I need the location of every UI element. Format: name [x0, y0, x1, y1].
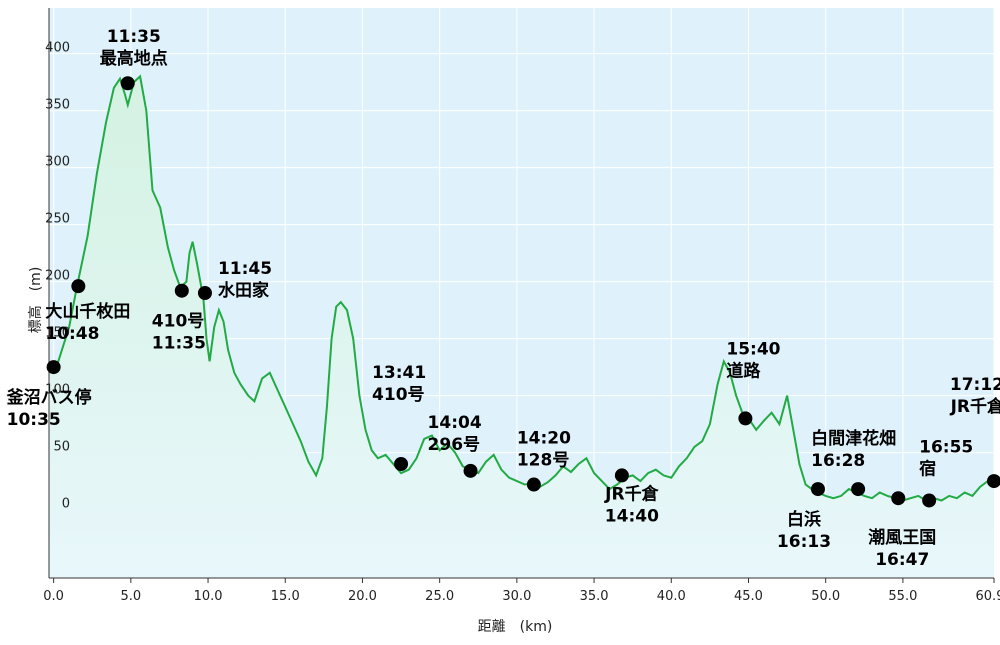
waypoint-label-line: 11:35	[107, 27, 161, 47]
waypoint-label: 11:45 水田家	[218, 259, 272, 301]
waypoint-label: 11:35 最高地点	[100, 27, 168, 69]
x-tick-label: 35.0	[580, 589, 609, 604]
waypoint-label-line: 128号	[517, 451, 570, 471]
waypoint-marker[interactable]	[810, 482, 825, 497]
waypoint-marker[interactable]	[463, 463, 478, 478]
waypoint-label: JR千倉 14:40	[604, 483, 659, 526]
y-tick-label: 300	[45, 155, 70, 170]
waypoint-marker[interactable]	[120, 76, 135, 91]
waypoint-marker[interactable]	[394, 457, 409, 471]
waypoint-label-line: JR千倉	[950, 396, 1000, 417]
waypoint-label-line: 道路	[726, 360, 761, 381]
y-tick-label: 350	[45, 98, 70, 113]
waypoint-label-line: 釜沼バス停	[6, 387, 92, 408]
waypoint-label: 白間津花畑 16:28	[811, 428, 896, 471]
waypoint-label-line: 14:40	[605, 506, 659, 526]
waypoints	[46, 76, 1000, 508]
waypoint-marker[interactable]	[71, 279, 86, 294]
waypoint-marker[interactable]	[987, 474, 1000, 489]
y-tick-label: 0	[62, 497, 70, 512]
waypoint-marker[interactable]	[614, 468, 629, 483]
waypoint-label: 14:04 296号	[428, 413, 482, 455]
waypoint-label-line: 11:45	[218, 259, 272, 279]
waypoint-label: 大山千枚田 10:48	[45, 301, 130, 344]
waypoint-marker[interactable]	[851, 482, 866, 497]
waypoint-label: 410号 11:35	[152, 312, 206, 354]
y-tick-label: 400	[45, 41, 70, 56]
waypoint-label-line: 296号	[428, 435, 481, 455]
elevation-area	[49, 76, 994, 579]
x-tick-label: 40.0	[657, 589, 686, 604]
waypoint-marker[interactable]	[891, 491, 906, 506]
x-tick-label: 50.0	[811, 589, 840, 604]
waypoint-label-line: 16:55	[919, 437, 973, 457]
waypoint-label-line: 17:12	[950, 375, 1000, 395]
x-axis-label: 距離 (km)	[478, 618, 553, 635]
waypoint-label-line: 10:48	[45, 324, 99, 344]
x-tick-label: 45.0	[734, 589, 763, 604]
waypoint-label-line: 白浜	[787, 509, 821, 530]
waypoint-label: 14:20 128号	[517, 429, 571, 471]
waypoint-label-line: 14:04	[428, 413, 482, 433]
x-tick-label: 20.0	[348, 589, 377, 604]
x-ticks: 0.0 5.0 10.0 15.0 20.0 25.0 30.0 35.0 40.0 45.0 50…	[43, 578, 1000, 604]
waypoint-label: 潮風王国 16:47	[868, 527, 936, 570]
waypoint-marker[interactable]	[922, 493, 937, 508]
waypoint-label-line: 14:20	[517, 429, 571, 449]
waypoint-label-line: 大山千枚田	[45, 301, 130, 322]
waypoint-label-line: 16:13	[777, 532, 831, 552]
y-tick-label: 50	[53, 440, 70, 455]
waypoint-label-line: 10:35	[7, 410, 61, 430]
waypoint-label: 白浜 16:13	[777, 509, 831, 552]
y-tick-label: 250	[45, 212, 70, 227]
waypoint-marker[interactable]	[197, 286, 212, 300]
waypoint-marker[interactable]	[46, 360, 61, 375]
x-tick-label: 15.0	[271, 589, 300, 604]
x-tick-label: 5.0	[120, 589, 141, 604]
waypoint-label: 15:40 道路	[726, 339, 780, 381]
waypoint-label-line: 16:28	[811, 451, 865, 471]
y-ticks: 0 50 100 150 200 250 300 350 400	[45, 41, 70, 512]
y-tick-label: 100	[45, 383, 70, 398]
waypoint-marker[interactable]	[526, 477, 541, 492]
waypoint-label-line: 15:40	[726, 339, 780, 359]
waypoint-label: 13:41 410号	[372, 363, 426, 405]
x-tick-label: 30.0	[502, 589, 531, 604]
waypoint-marker[interactable]	[738, 411, 753, 426]
x-tick-label: 0.0	[43, 589, 64, 604]
x-tick-label: 60.9	[976, 589, 1000, 604]
waypoint-label-line: 潮風王国	[868, 527, 936, 548]
waypoint-label-line: 16:47	[875, 550, 929, 570]
waypoint-label-line: JR千倉	[604, 483, 659, 504]
y-axis-label: 標高 (m)	[27, 267, 44, 334]
waypoint-label: 16:55 宿	[919, 437, 973, 479]
y-tick-label: 150	[45, 326, 70, 341]
y-tick-label: 200	[45, 269, 70, 284]
waypoint-label-line: 11:35	[152, 334, 206, 354]
waypoint-label-line: 最高地点	[100, 48, 168, 69]
waypoint-label-line: 宿	[919, 458, 936, 479]
waypoint-marker[interactable]	[174, 283, 189, 298]
waypoint-label: 釜沼バス停 10:35	[6, 387, 92, 430]
waypoint-label: 17:12 JR千倉	[950, 375, 1000, 417]
x-tick-label: 55.0	[888, 589, 917, 604]
waypoint-label-line: 410号	[152, 312, 205, 332]
waypoint-label-line: 水田家	[218, 280, 269, 301]
waypoint-label-line: 410号	[372, 385, 425, 405]
x-tick-label: 10.0	[194, 589, 223, 604]
waypoint-label-line: 白間津花畑	[811, 428, 896, 449]
x-tick-label: 25.0	[425, 589, 454, 604]
waypoint-label-line: 13:41	[372, 363, 426, 383]
